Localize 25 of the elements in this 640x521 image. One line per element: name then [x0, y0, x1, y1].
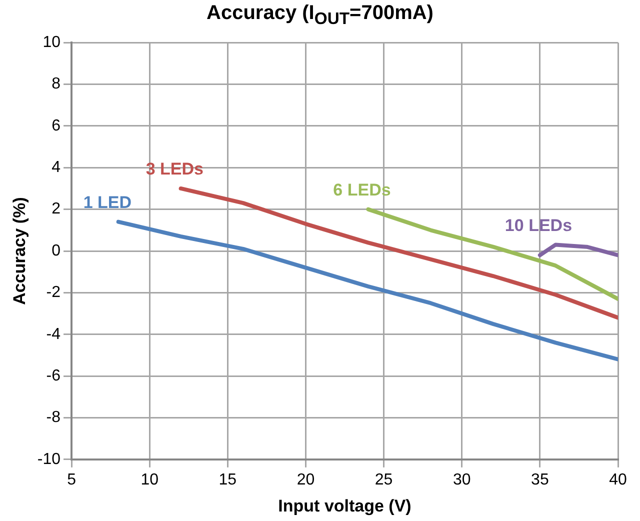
y-tick-label: 6	[52, 117, 61, 134]
y-tick-label: 10	[42, 34, 61, 52]
series-label: 6 LEDs	[333, 180, 391, 200]
series-label: 3 LEDs	[146, 160, 204, 179]
x-tick-label: 30	[452, 471, 471, 488]
y-tick-label: -8	[46, 409, 61, 426]
x-tick-label: 40	[609, 471, 627, 488]
x-tick-label: 5	[67, 471, 76, 488]
x-tick-label: 25	[374, 471, 393, 488]
y-tick-label: -4	[46, 326, 61, 343]
y-tick-label: -10	[37, 450, 61, 468]
y-tick-label: -6	[46, 367, 61, 384]
series-label: 1 LED	[83, 193, 132, 212]
y-tick-label: -2	[46, 284, 61, 302]
y-tick-label: 0	[52, 242, 61, 260]
chart-title: Accuracy (I$_{OUT}$=700mA)	[206, 2, 434, 29]
y-tick-label: 8	[52, 76, 61, 93]
x-tick-label: 20	[296, 471, 315, 488]
x-axis-title: Input voltage (V)	[278, 496, 412, 516]
x-tick-label: 10	[140, 471, 159, 488]
x-tick-label: 35	[531, 471, 549, 488]
y-tick-label: 2	[52, 200, 61, 218]
y-tick-label: 4	[52, 159, 61, 176]
x-tick-label: 15	[218, 471, 237, 488]
y-axis-title: Accuracy (%)	[10, 197, 29, 305]
